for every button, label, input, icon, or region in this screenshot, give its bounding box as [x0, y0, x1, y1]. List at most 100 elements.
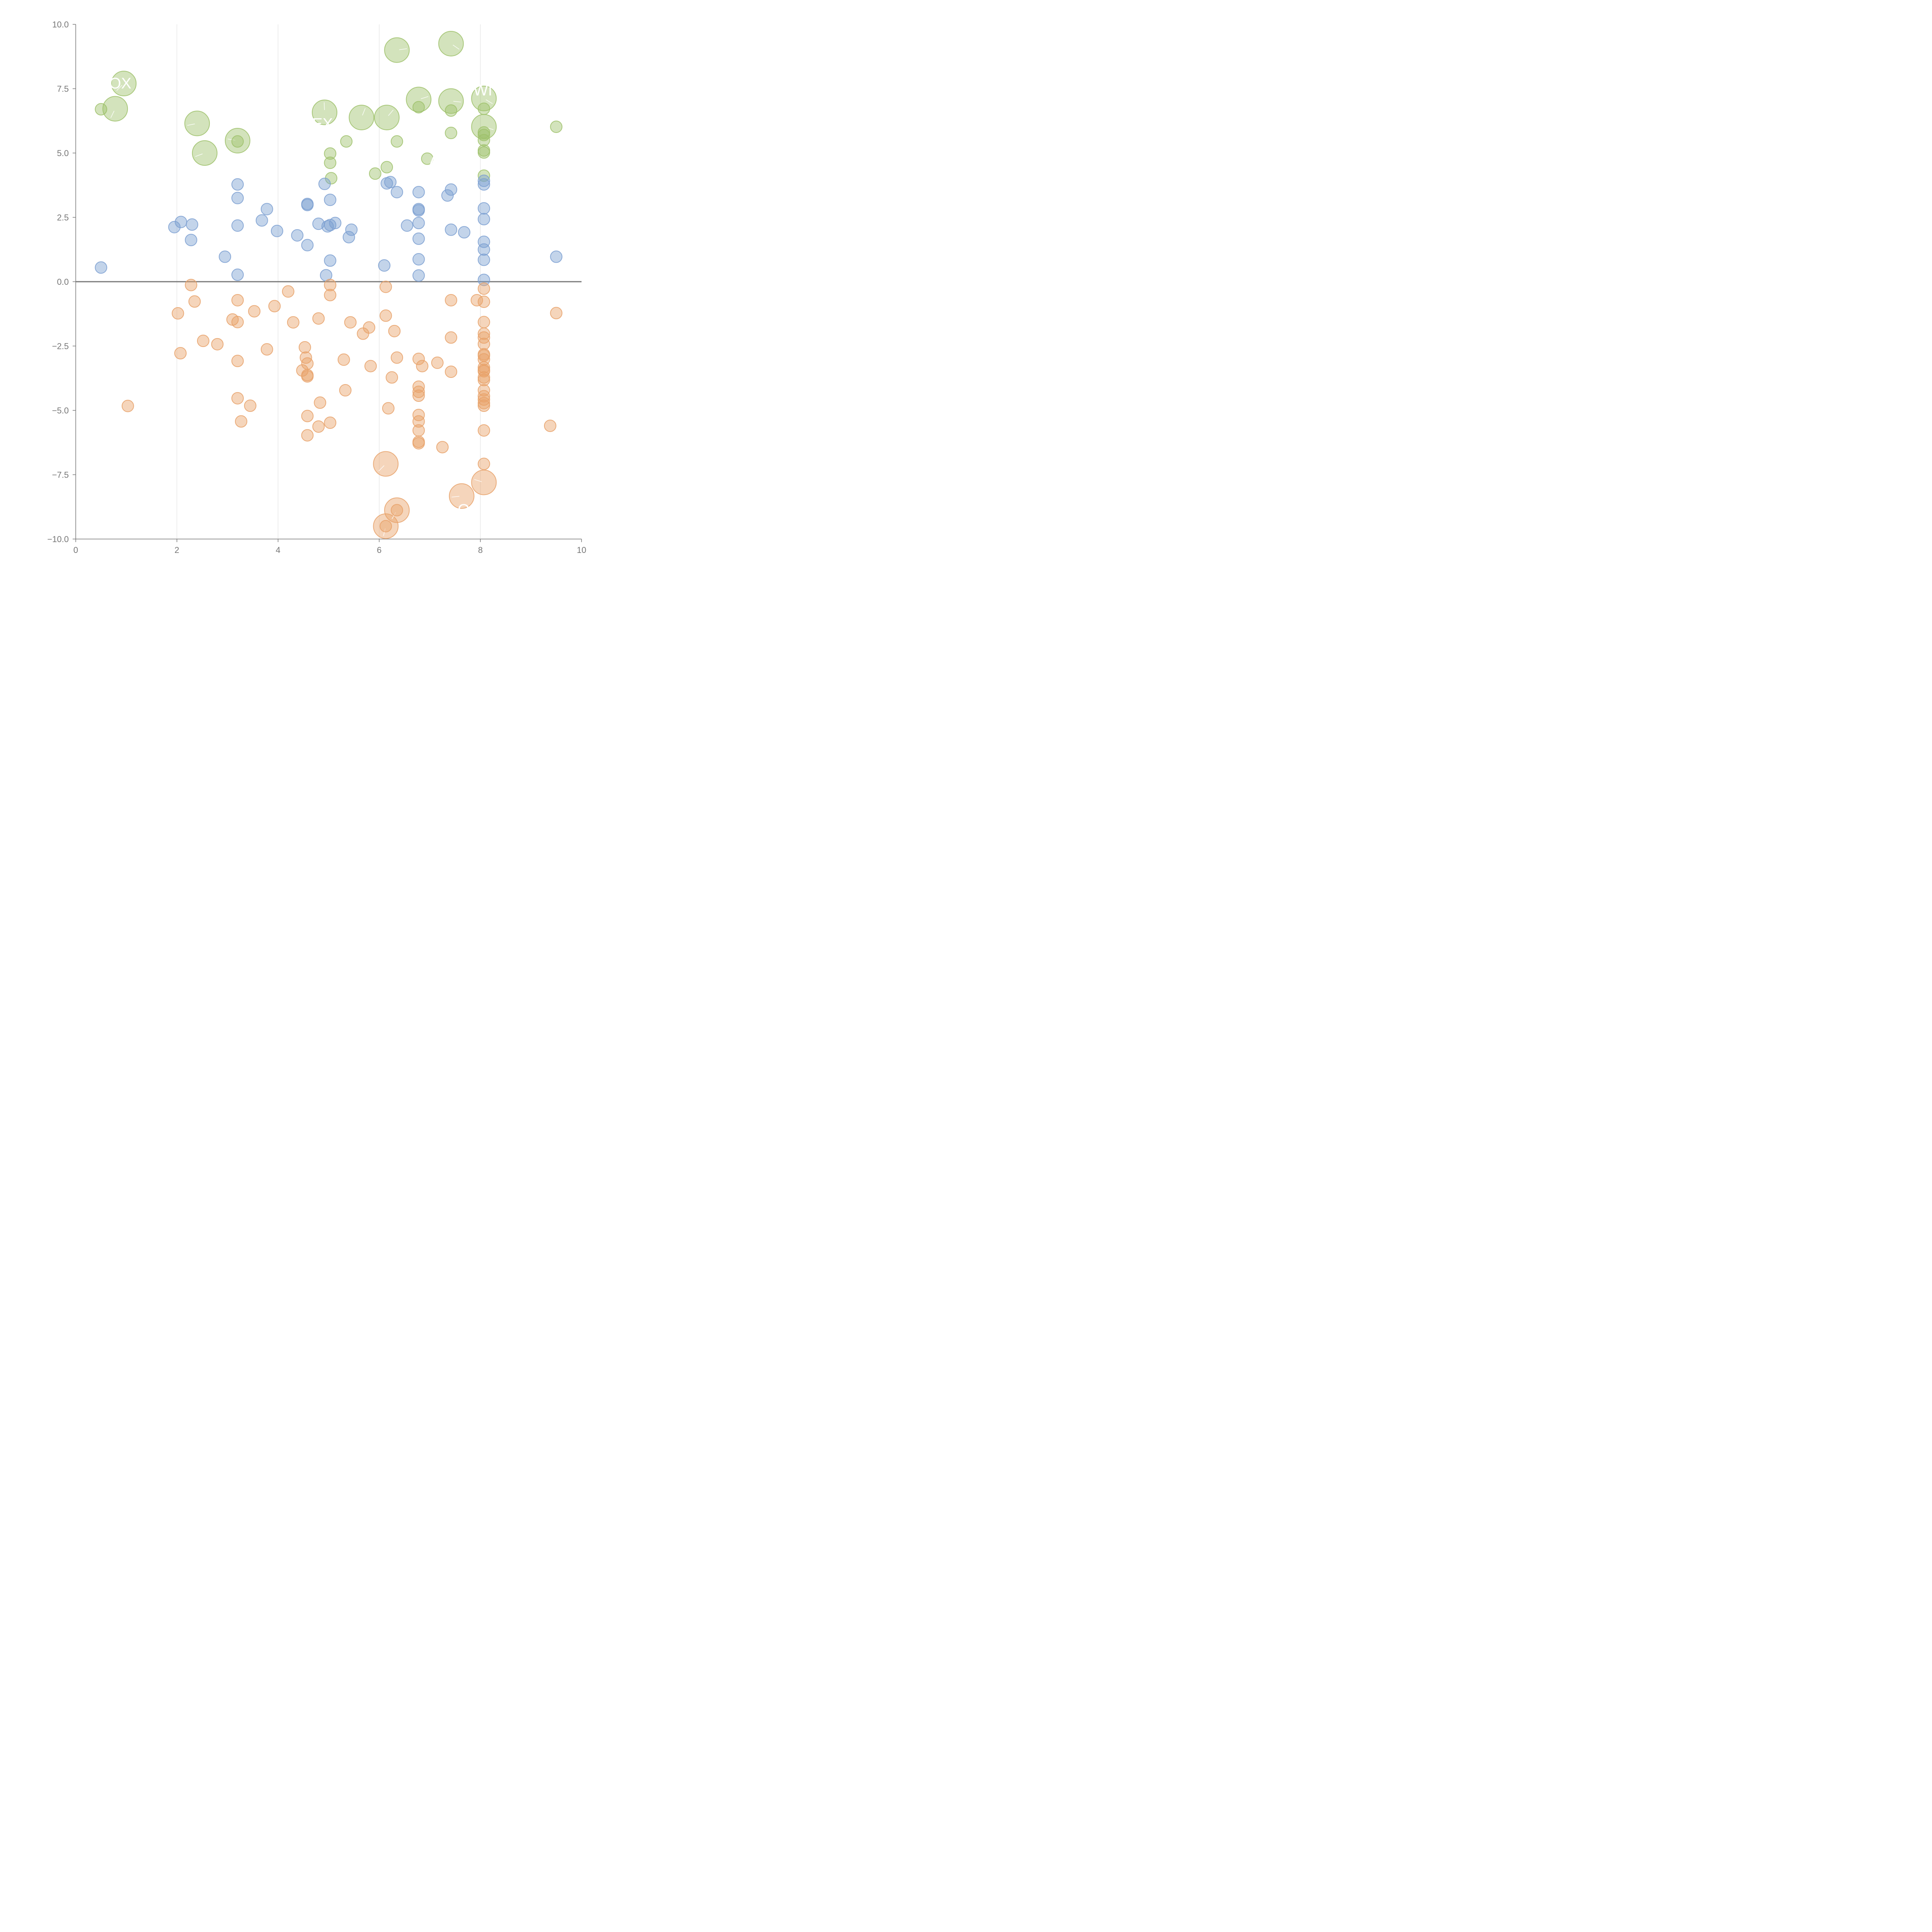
scatter-point	[449, 483, 474, 509]
scatter-point	[478, 397, 490, 410]
label-leader-line	[451, 496, 459, 498]
scatter-point	[441, 189, 454, 202]
label-leader-line	[378, 465, 384, 471]
scatter-point	[349, 105, 374, 131]
scatter-point	[458, 226, 471, 239]
y-tick-label: −10.0	[47, 534, 69, 544]
scatter-point	[260, 343, 273, 356]
scatter-point	[471, 85, 497, 111]
scatter-point	[550, 250, 563, 263]
scatter-point	[412, 352, 425, 365]
scatter-point	[174, 347, 187, 360]
scatter-point	[318, 177, 331, 190]
scatter-point	[298, 341, 311, 354]
scatter-point	[95, 261, 107, 274]
scatter-point	[412, 269, 425, 282]
scatter-point	[421, 152, 434, 165]
scatter-point	[478, 457, 490, 470]
scatter-point	[406, 87, 432, 112]
scatter-point	[412, 232, 425, 245]
scatter-point	[445, 366, 457, 378]
scatter-point	[301, 410, 314, 422]
x-tick-label: 10	[577, 545, 586, 555]
scatter-point	[287, 316, 299, 329]
scatter-point	[478, 400, 490, 412]
scatter-point	[412, 101, 425, 114]
scatter-point	[478, 178, 490, 191]
scatter-point	[324, 416, 337, 429]
scatter-point	[478, 374, 490, 386]
scatter-point	[478, 274, 490, 286]
label-leader-line	[421, 96, 429, 99]
scatter-point	[445, 104, 457, 117]
label-leader-line	[452, 44, 460, 50]
scatter-point	[478, 331, 490, 344]
scatter-point	[301, 199, 314, 211]
scatter-point	[231, 269, 244, 281]
point-annotation: EX	[312, 115, 333, 132]
scatter-point	[373, 513, 399, 539]
label-leader-line	[383, 528, 386, 536]
point-annotation: OX	[109, 75, 131, 92]
x-tick-label: 6	[377, 545, 381, 555]
scatter-point	[260, 203, 273, 216]
scatter-point	[386, 371, 398, 384]
scatter-point	[255, 214, 268, 227]
scatter-point	[445, 127, 457, 139]
scatter-point	[211, 338, 224, 350]
scatter-point	[438, 88, 464, 114]
scatter-point	[121, 400, 134, 412]
scatter-point	[412, 415, 425, 428]
scatter-point	[342, 231, 355, 243]
scatter-point	[391, 351, 403, 364]
y-tick-label: −5.0	[52, 406, 69, 415]
scatter-point	[478, 295, 490, 308]
axes: 0 2 4 6 8 10 10.0 7.5 5.0 2.5 0.0 −2.5 −5.0 −7.5 −10.0	[47, 20, 586, 555]
scatter-point	[384, 176, 397, 189]
scatter-point	[384, 37, 410, 63]
scatter-point	[412, 204, 425, 217]
scatter-point	[231, 192, 244, 204]
scatter-point	[378, 259, 391, 272]
scatter-point	[301, 357, 314, 370]
scatter-point	[412, 253, 425, 266]
scatter-point	[172, 307, 184, 320]
scatter-point	[231, 316, 244, 328]
scatter-point	[379, 520, 392, 532]
scatter-point	[324, 254, 337, 267]
scatter-point	[345, 223, 358, 236]
scatter-point	[175, 216, 187, 228]
label-leader-line	[362, 108, 366, 116]
scatter-point	[301, 429, 314, 442]
scatter-point	[391, 135, 403, 148]
scatter-point	[478, 361, 490, 374]
scatter-point	[550, 307, 563, 320]
scatter-point	[471, 469, 497, 495]
chart-svg: 0 2 4 6 8 10 10.0 7.5 5.0 2.5 0.0 −2.5 −5.0 −7.5 −10.0…	[47, 20, 586, 555]
scatter-point	[391, 504, 403, 517]
scatter-point	[412, 186, 425, 199]
scatter-point	[381, 161, 393, 173]
scatter-point	[329, 217, 342, 230]
label-leader-line	[228, 138, 236, 141]
scatter-point	[478, 390, 490, 403]
scatter-point	[478, 102, 490, 115]
scatter-point	[344, 316, 357, 329]
point-annotation: A	[430, 151, 440, 168]
y-tick-label: 0.0	[57, 277, 69, 287]
scatter-point	[478, 243, 490, 256]
label-leader-line	[474, 479, 482, 482]
y-tick-label: −2.5	[52, 342, 69, 351]
scatter-point	[412, 380, 425, 393]
scatter-point	[364, 360, 377, 372]
scatter-point	[478, 202, 490, 215]
x-tick-label: 2	[175, 545, 179, 555]
scatter-point	[186, 218, 199, 231]
scatter-point	[270, 224, 283, 237]
scatter-point	[478, 213, 490, 226]
scatter-point	[379, 309, 392, 322]
scatter-point	[248, 305, 261, 318]
scatter-point	[478, 371, 490, 384]
scatter-point	[231, 294, 244, 306]
scatter-point	[339, 384, 352, 397]
